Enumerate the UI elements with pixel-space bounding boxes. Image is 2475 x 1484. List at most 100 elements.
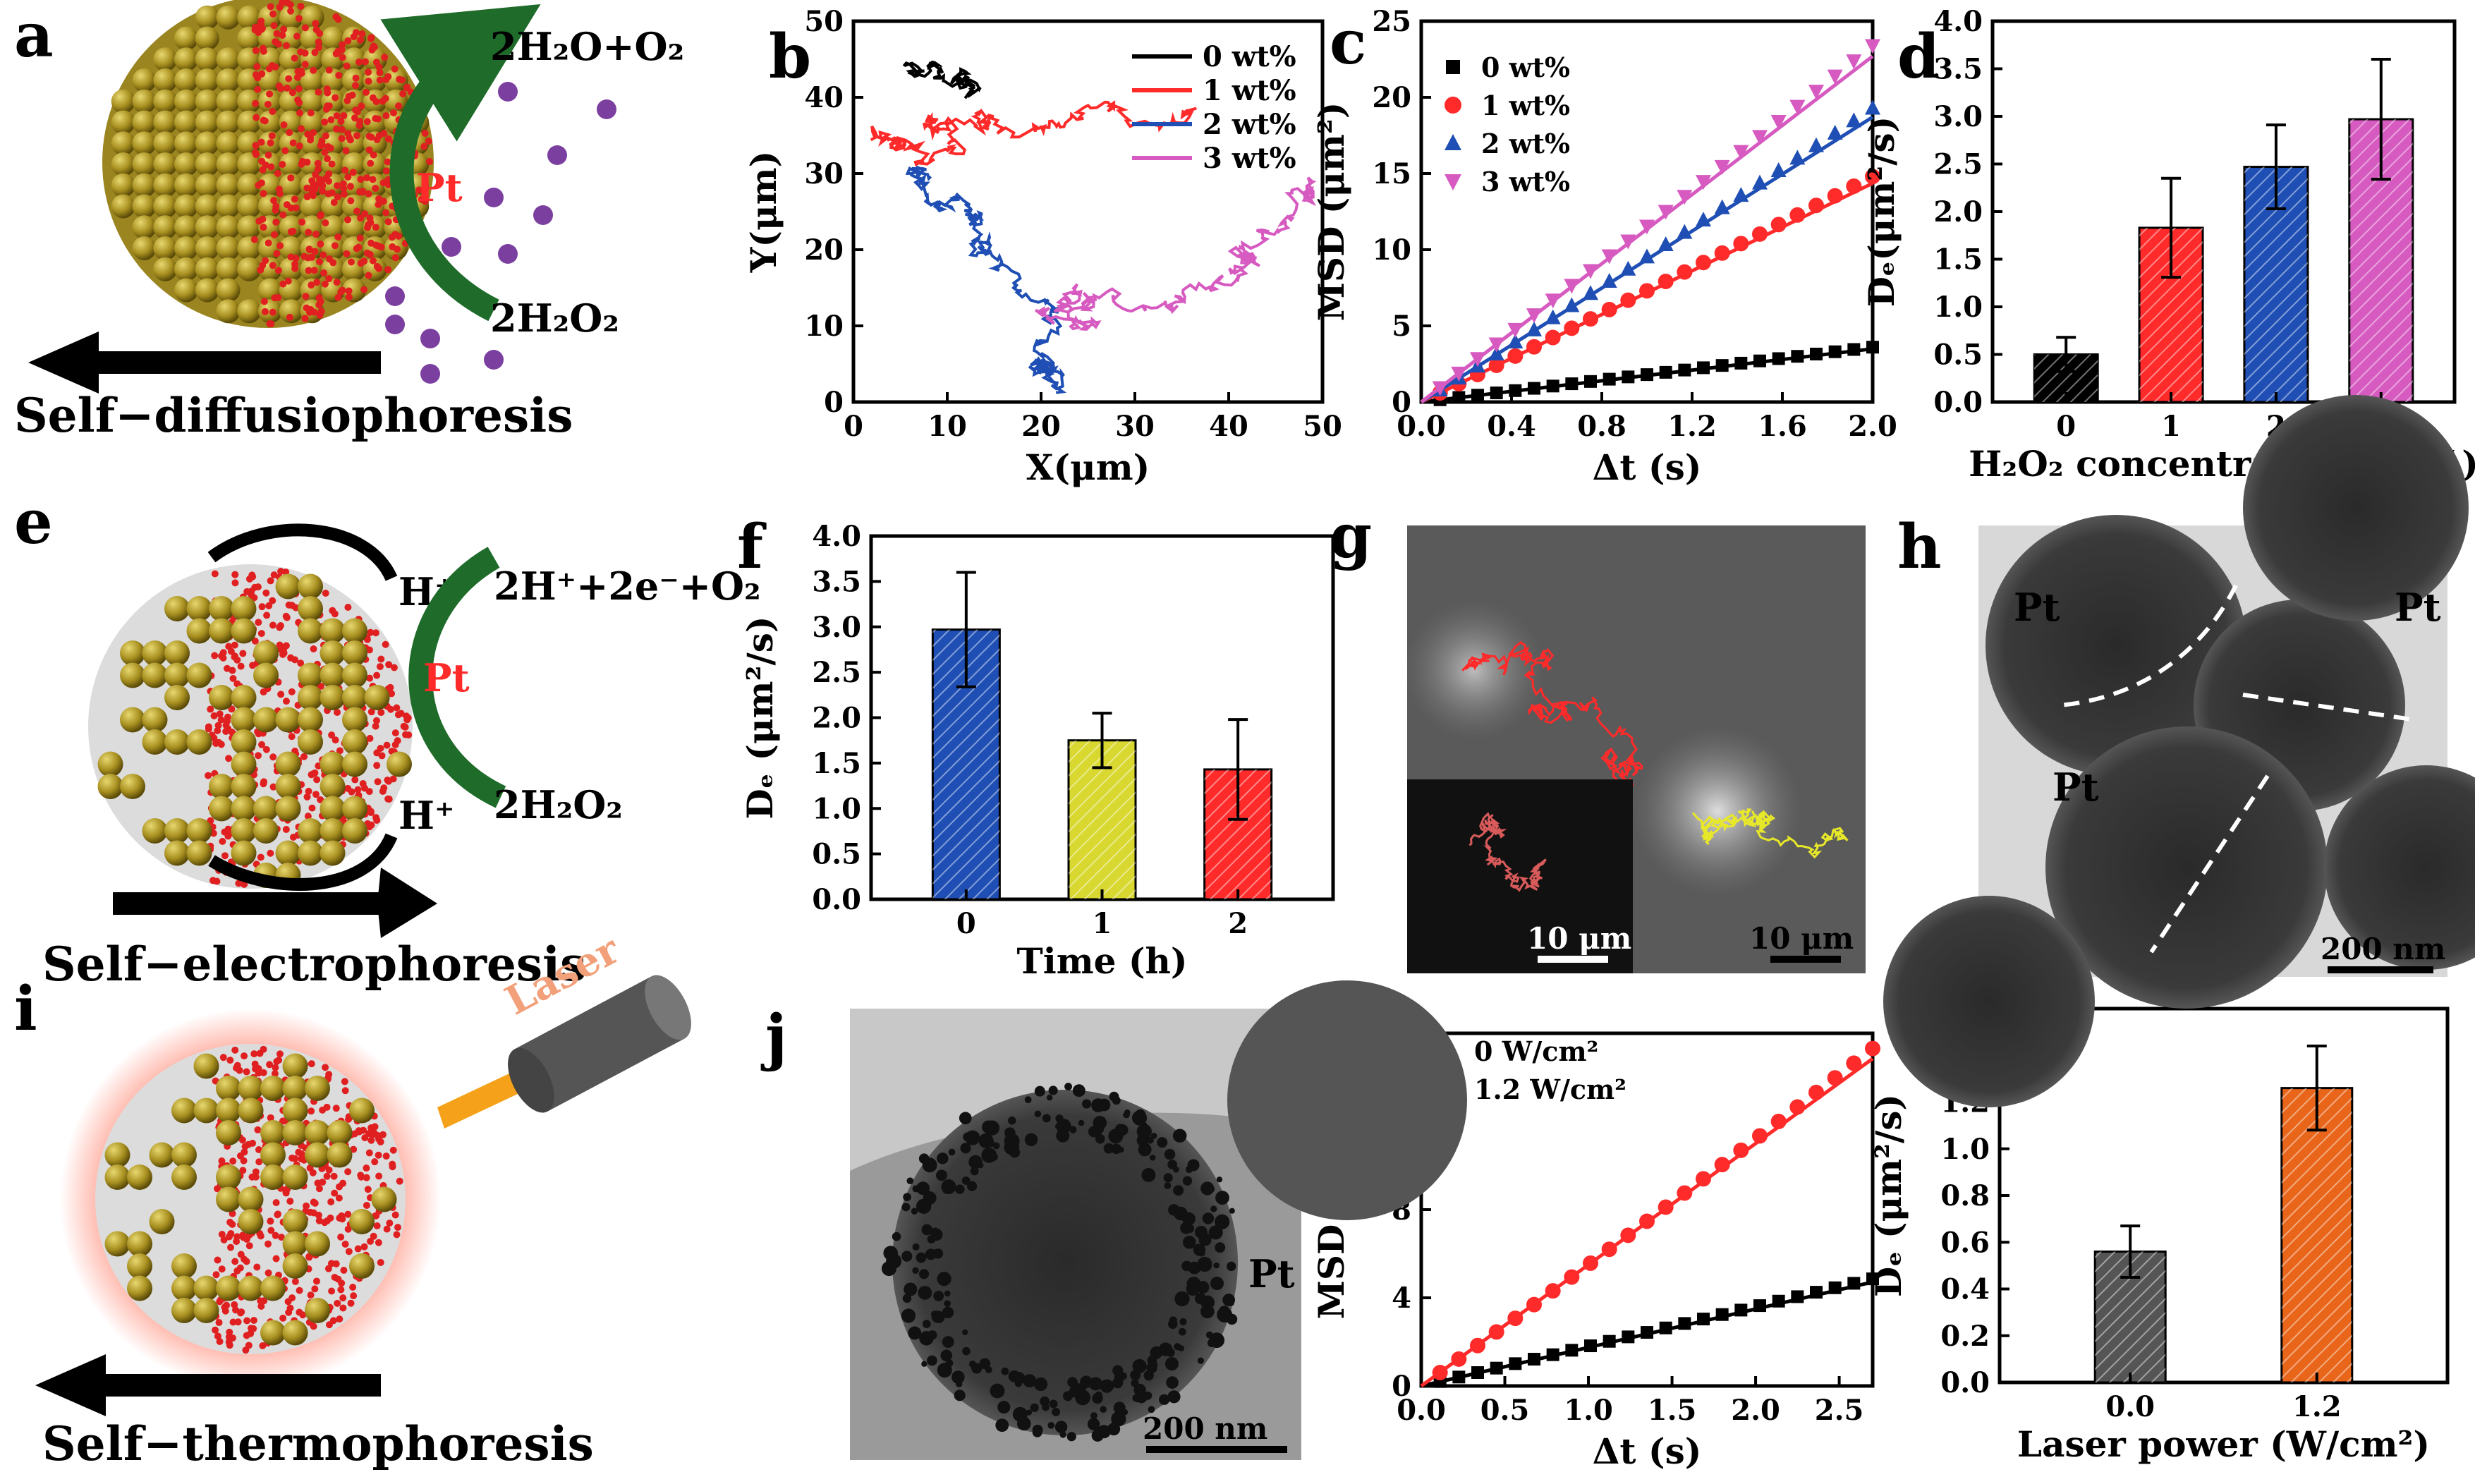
pt-dot xyxy=(366,133,373,140)
particle-sphere xyxy=(1227,980,1467,1220)
pt-dot xyxy=(277,622,284,629)
pt-dot xyxy=(269,132,276,139)
pt-dot xyxy=(942,1188,948,1193)
gold-ball xyxy=(164,663,190,688)
pt-dot xyxy=(336,1315,343,1322)
pt-dot xyxy=(349,92,356,99)
gold-ball xyxy=(105,1164,130,1190)
legend-marker xyxy=(1445,134,1461,150)
pt-dot xyxy=(296,1287,303,1294)
pt-dot xyxy=(220,1054,227,1061)
pt-dot xyxy=(940,1350,952,1362)
pt-dot xyxy=(311,248,318,255)
data-point xyxy=(1789,207,1805,223)
pt-dot xyxy=(272,203,279,210)
pt-dot xyxy=(913,1185,920,1192)
gold-ball xyxy=(174,47,198,71)
pt-dot xyxy=(365,272,372,279)
pt-dot xyxy=(317,212,324,219)
gold-ball xyxy=(260,1164,286,1190)
pt-dot xyxy=(290,140,297,147)
pt-dot xyxy=(377,1138,384,1145)
gold-ball xyxy=(120,774,145,799)
x-axis-label: Time (h) xyxy=(1017,940,1188,982)
pt-dot xyxy=(272,219,279,226)
gold-ball xyxy=(231,619,257,644)
y-axis-label: Dₑ (μm²/s) xyxy=(1868,1094,1909,1297)
pt-dot xyxy=(1173,1185,1184,1196)
pt-dot xyxy=(311,770,318,777)
o2-dot xyxy=(385,315,405,334)
gold-ball xyxy=(164,685,190,710)
x-tick-label: 1.2 xyxy=(1667,410,1717,443)
pt-dot xyxy=(1026,1409,1032,1415)
pt-dot xyxy=(1130,1370,1141,1380)
pt-dot xyxy=(1173,1129,1187,1143)
gold-ball xyxy=(253,818,279,844)
gold-ball xyxy=(195,27,219,51)
pt-dot xyxy=(283,698,290,705)
gold-ball xyxy=(342,619,367,644)
gold-ball xyxy=(238,1209,264,1234)
pt-dot xyxy=(339,1304,346,1311)
pt-dot xyxy=(1227,1262,1236,1271)
pt-dot xyxy=(291,195,298,202)
pt-dot xyxy=(322,590,329,597)
gold-ball xyxy=(372,1187,397,1212)
pt-dot xyxy=(903,1193,911,1201)
pt-dot xyxy=(316,30,323,37)
pt-dot xyxy=(331,199,338,206)
gold-ball xyxy=(298,707,323,733)
pt-dot xyxy=(355,244,362,251)
x-tick-label: 0.0 xyxy=(2105,1390,2155,1423)
gold-ball xyxy=(349,1253,375,1279)
pt-dot xyxy=(319,1107,326,1114)
gold-ball xyxy=(238,1187,264,1212)
pt-dot xyxy=(949,1149,956,1156)
pt-dot xyxy=(901,1308,916,1322)
trajectory-2 xyxy=(908,167,1064,392)
pt-dot xyxy=(219,838,226,845)
data-point xyxy=(1678,1317,1691,1330)
panel-letter-j: j xyxy=(760,1002,787,1073)
gold-ball xyxy=(164,841,190,866)
data-point xyxy=(1733,236,1749,251)
pt-dot xyxy=(892,1232,901,1241)
legend-label: 0 W/cm² xyxy=(1474,1035,1598,1067)
gold-ball xyxy=(164,596,190,621)
data-point xyxy=(1716,1308,1729,1321)
pt-dot xyxy=(316,1217,323,1224)
data-point xyxy=(1470,1338,1485,1354)
y-tick-label: 4.0 xyxy=(1933,5,1983,38)
pt-dot xyxy=(1001,1368,1009,1375)
pt-dot xyxy=(246,1242,253,1249)
pt-dot xyxy=(1166,1349,1174,1357)
pt-dot xyxy=(933,1248,943,1258)
gold-ball xyxy=(305,1076,330,1101)
pt-dot xyxy=(401,723,408,730)
x-tick-label: 0 xyxy=(2056,410,2076,443)
pt-dot xyxy=(320,251,327,258)
inset-scale-bar xyxy=(1538,956,1608,963)
pt-dot xyxy=(1115,1124,1126,1134)
pt-dot xyxy=(912,1267,918,1274)
pt-dot xyxy=(346,134,353,141)
pt-dot xyxy=(377,663,384,670)
pt-dot xyxy=(365,1186,372,1193)
pt-dot xyxy=(927,1356,937,1366)
gold-ball xyxy=(342,729,367,755)
pt-dot xyxy=(378,752,385,759)
data-point xyxy=(1620,1227,1636,1243)
y-tick-label: 0 xyxy=(824,386,844,419)
x-tick-label: 10 xyxy=(928,410,967,443)
y-tick-label: 1.5 xyxy=(812,747,861,780)
gold-ball xyxy=(349,1098,375,1124)
pt-dot xyxy=(238,1308,245,1315)
pt-dot xyxy=(307,134,314,141)
pt-dot xyxy=(380,130,387,137)
pt-dot xyxy=(394,1224,401,1231)
gold-ball xyxy=(187,841,212,866)
pt-dot xyxy=(310,309,317,316)
pt-dot xyxy=(346,287,353,294)
pt-dot xyxy=(253,114,260,121)
